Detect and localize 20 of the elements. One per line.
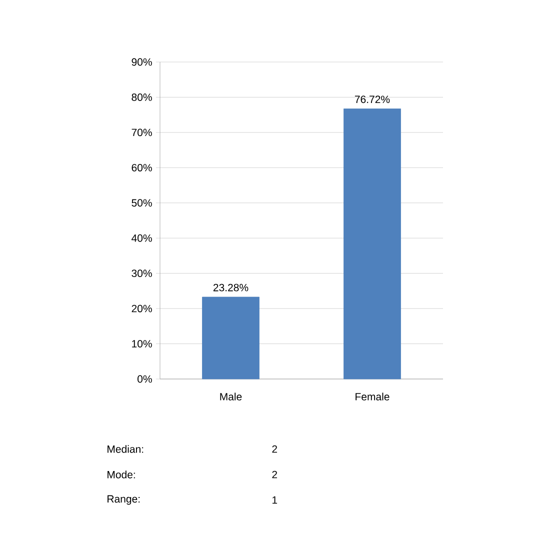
text: Mode:	[108, 470, 135, 478]
y-tick-label: 0%	[138, 375, 152, 383]
text: Median:	[108, 445, 144, 453]
y-tick-label: 60%	[132, 164, 152, 172]
y-tick-label: 20%	[132, 304, 152, 312]
y-tick-label: 70%	[132, 128, 152, 136]
x-tick-label: Male	[220, 392, 242, 400]
text: 2	[272, 445, 278, 453]
data-label: 23.28%	[213, 284, 248, 292]
x-tick-label: Female	[356, 392, 390, 400]
y-tick-label: 30%	[132, 270, 152, 278]
y-tick-label: 90%	[132, 58, 152, 66]
y-tick-label: 10%	[132, 340, 152, 348]
y-tick-label: 40%	[132, 234, 152, 242]
text: Range:	[108, 495, 140, 505]
y-tick-label: 50%	[132, 199, 152, 207]
text: 2	[272, 470, 278, 478]
y-tick-label: 80%	[132, 94, 152, 101]
data-label: 76.72%	[354, 96, 390, 104]
text: 1	[272, 496, 278, 504]
